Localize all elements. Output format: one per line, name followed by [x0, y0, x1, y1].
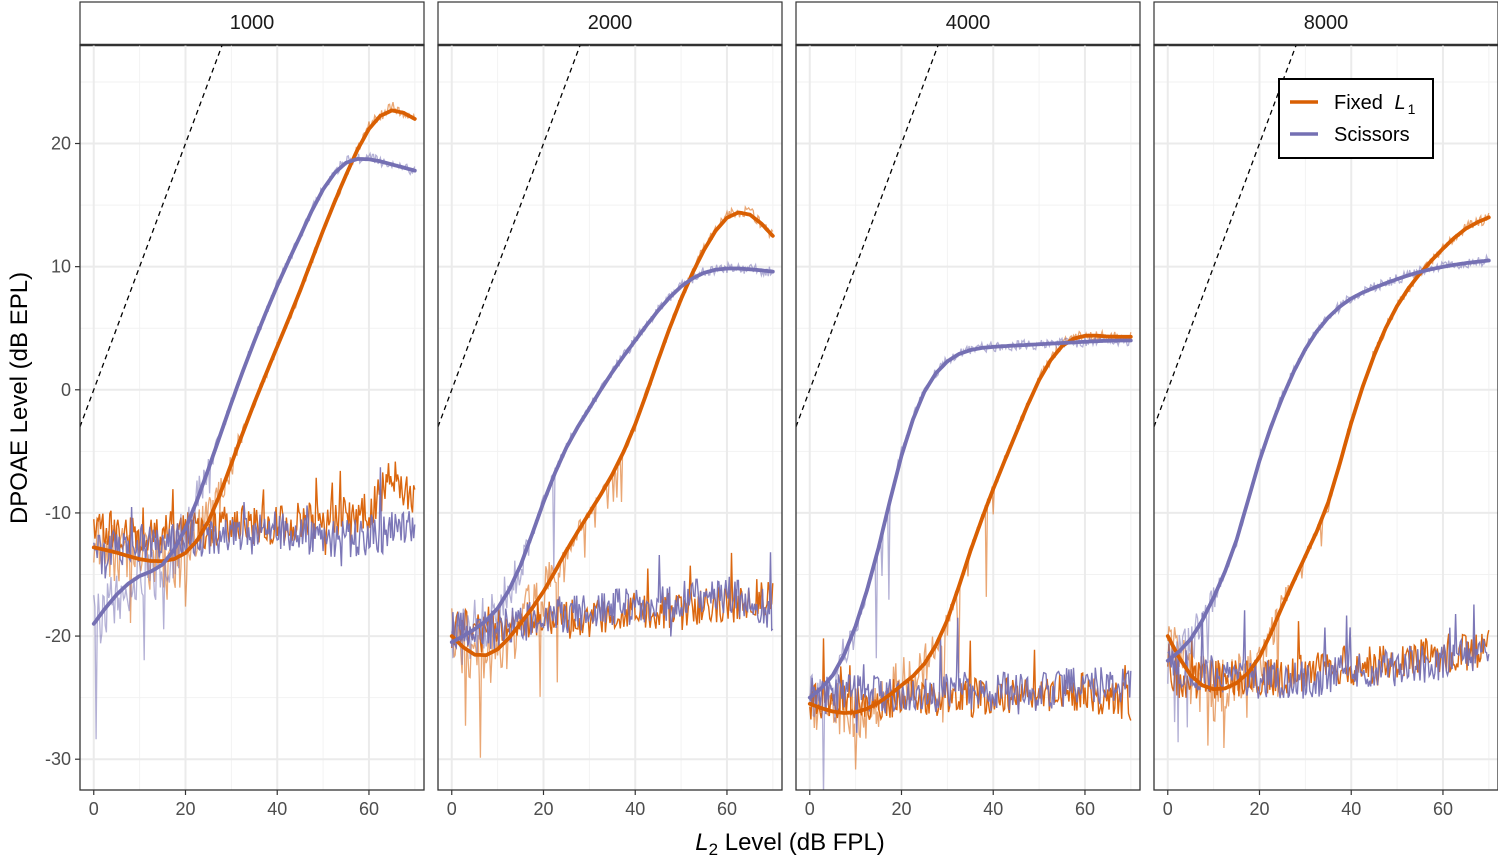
reference-line [438, 45, 581, 427]
noise-floor-scissors [93, 467, 416, 579]
y-tick-label: 10 [51, 257, 71, 277]
noise-floor-scissors [451, 552, 774, 650]
noise-floor-fixed [1167, 621, 1490, 699]
panel-1000: 1000 0 20 40 60 -30 -20 -10 0 10 20 [45, 1, 425, 819]
panel-border [795, 44, 1141, 791]
panel-border [1153, 44, 1498, 791]
x-tick-label: 0 [89, 799, 99, 819]
panel-8000: 8000 0 20 40 60 [1153, 1, 1498, 819]
x-tick-label: 60 [1433, 799, 1453, 819]
noise-floor-scissors [809, 617, 1132, 733]
x-tick-label: 20 [175, 799, 195, 819]
facet-label: 8000 [1304, 12, 1349, 34]
fit-line-fixed [807, 333, 1133, 715]
fit-line-scissors [1165, 258, 1491, 663]
x-tick-label: 0 [805, 799, 815, 819]
facet-strip [1153, 1, 1498, 46]
x-tick-label: 40 [983, 799, 1003, 819]
plot-area [438, 45, 775, 758]
y-tick-label: -30 [45, 749, 71, 769]
x-tick-label: 40 [267, 799, 287, 819]
fit-line-scissors [91, 157, 417, 626]
y-tick-label: 0 [61, 380, 71, 400]
grid [80, 45, 424, 790]
plot-area [796, 45, 1133, 790]
x-tick-label: 20 [533, 799, 553, 819]
facet-label: 4000 [946, 12, 991, 34]
reference-line [80, 45, 223, 427]
grid [438, 45, 782, 790]
facet-label: 1000 [230, 12, 275, 34]
raw-trace-scissors [809, 334, 1132, 790]
fit-line-fixed [449, 210, 775, 658]
x-axis-title: L2 Level (dB FPL) [695, 829, 885, 858]
fit-line-fixed [91, 108, 417, 563]
facet-strip [437, 1, 783, 46]
noise-floor-scissors [1167, 604, 1490, 699]
fit-line-scissors [807, 338, 1133, 700]
y-axis-title: DPOAE Level (dB EPL) [6, 272, 33, 524]
raw-trace-scissors [93, 151, 416, 740]
y-tick-label: 20 [51, 134, 71, 154]
facet-strip [795, 1, 1141, 46]
x-tick-label: 20 [891, 799, 911, 819]
x-tick-label: 20 [1249, 799, 1269, 819]
y-tick-label: -10 [45, 503, 71, 523]
x-tick-label: 40 [1341, 799, 1361, 819]
facet-strip [79, 1, 425, 46]
fit-line-scissors [449, 266, 775, 645]
x-tick-label: 0 [1163, 799, 1173, 819]
facet-label: 2000 [588, 12, 633, 34]
legend-label-scissors: Scissors [1334, 124, 1410, 146]
panel-border [437, 44, 783, 791]
plot-area [80, 45, 417, 740]
reference-line [1154, 45, 1297, 427]
grid [796, 45, 1140, 790]
reference-line [796, 45, 939, 427]
x-tick-label: 0 [447, 799, 457, 819]
x-tick-label: 60 [359, 799, 379, 819]
panel-border [79, 44, 425, 791]
fit-line-fixed [1165, 215, 1491, 692]
plot-area [1154, 45, 1491, 749]
legend-box [1278, 78, 1434, 159]
x-tick-label: 60 [717, 799, 737, 819]
panel-2000: 2000 0 20 40 60 [437, 1, 783, 819]
x-tick-label: 40 [625, 799, 645, 819]
y-tick-label: -20 [45, 626, 71, 646]
panel-4000: 4000 0 20 40 60 [795, 1, 1141, 819]
noise-floor-fixed [809, 638, 1132, 722]
x-tick-label: 60 [1075, 799, 1095, 819]
raw-trace-fixed [451, 205, 774, 758]
